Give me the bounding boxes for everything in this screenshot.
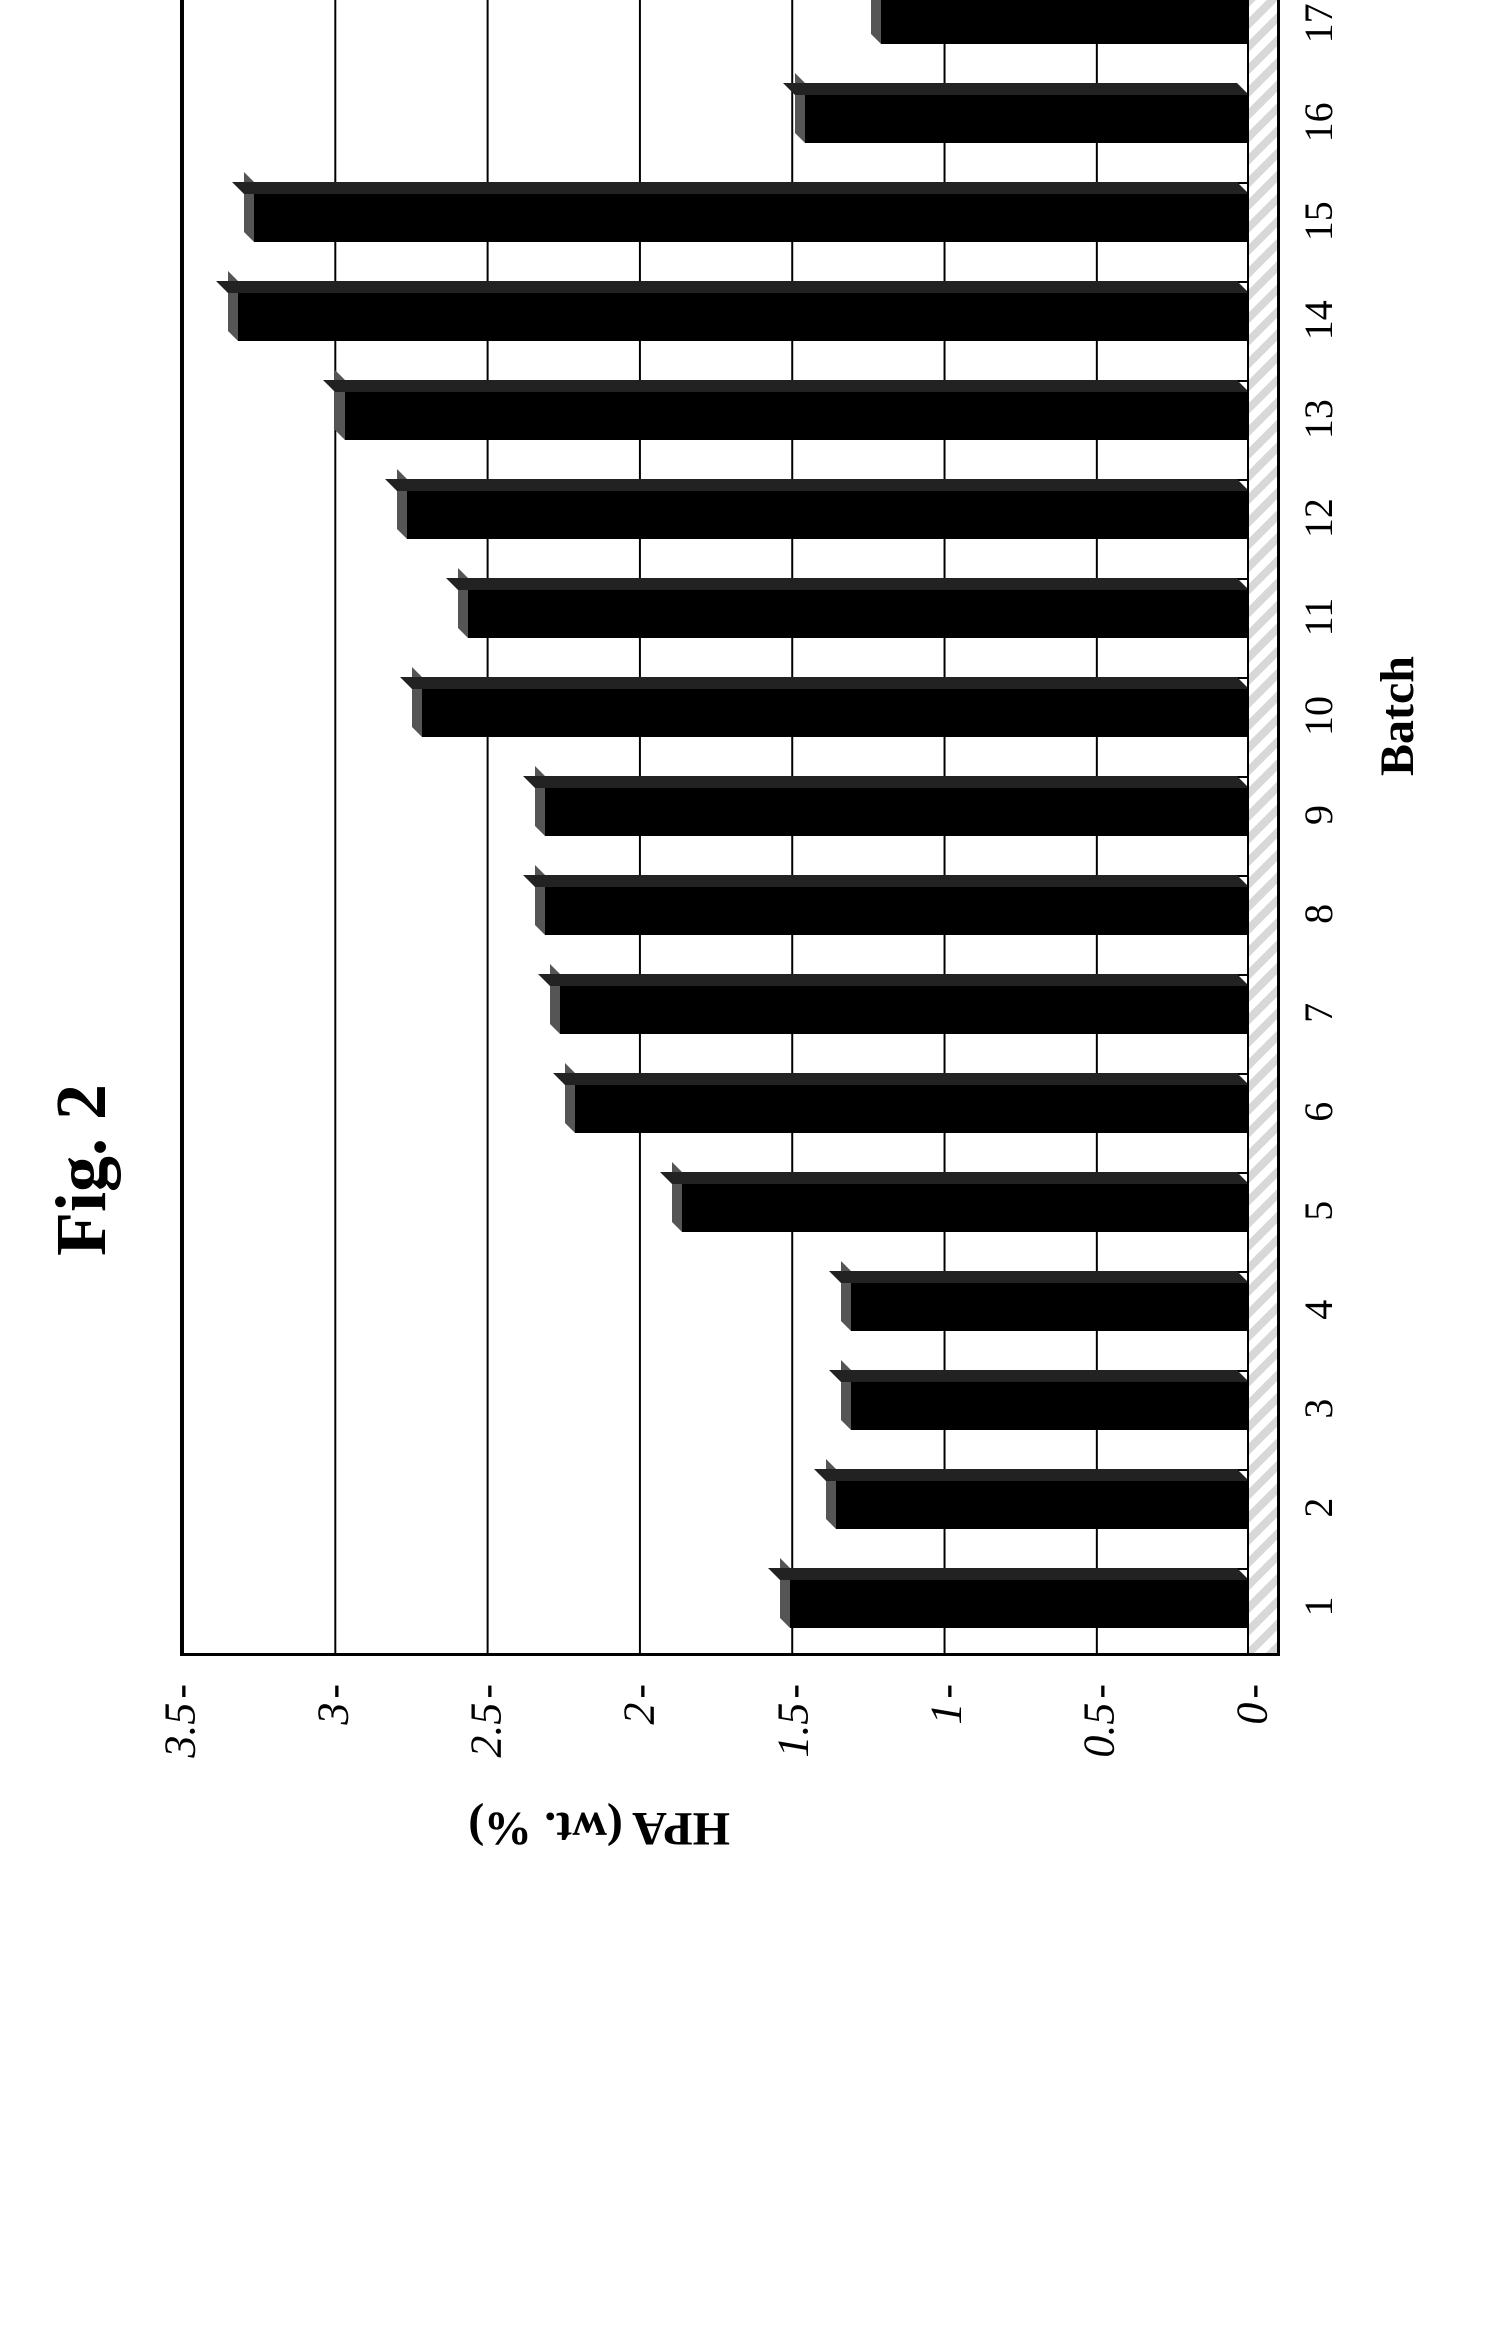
x-tick-label: 12 (1295, 498, 1342, 538)
bar (238, 293, 1249, 341)
x-tick-label: 6 (1295, 1101, 1342, 1121)
x-tick-label: 17 (1295, 3, 1342, 43)
x-tick-label: 10 (1295, 696, 1342, 736)
y-tick-label: 0- (1227, 1684, 1278, 1794)
x-tick-label: 13 (1295, 399, 1342, 439)
x-tick-label: 11 (1295, 597, 1342, 636)
y-tick-label: 3- (308, 1684, 359, 1794)
bar (345, 392, 1249, 440)
y-axis-ticks: 0-0.5-1-1.5-2-2.5-3-3.5- (180, 1676, 1280, 1796)
bar (254, 194, 1249, 242)
y-tick-label: 0.5- (1073, 1684, 1124, 1794)
bar (851, 1381, 1249, 1429)
bar (545, 886, 1249, 934)
plot-area (180, 0, 1280, 1656)
x-tick-label: 14 (1295, 300, 1342, 340)
bar (682, 1183, 1249, 1231)
x-tick-label: 16 (1295, 102, 1342, 142)
y-tick-label: 3.5- (155, 1684, 206, 1794)
y-tick-label: 1.5- (767, 1684, 818, 1794)
bar (836, 1480, 1249, 1528)
y-tick-label: 2- (614, 1684, 665, 1794)
x-tick-label: 15 (1295, 201, 1342, 241)
y-tick-label: 1- (920, 1684, 971, 1794)
bar (805, 95, 1249, 143)
rotated-chart-wrapper: Fig. 2 HPA (wt. %) 0- 0.5- 1- 1.5- 2- 2.5- 3- 3… (0, 424, 1492, 1916)
bar (881, 0, 1249, 44)
bar (560, 985, 1249, 1033)
bar (790, 1579, 1249, 1627)
y-tick-label: 2.5- (461, 1684, 512, 1794)
x-tick-label: 1 (1295, 1596, 1342, 1616)
floor-3d (1247, 0, 1277, 1653)
x-tick-label: 3 (1295, 1398, 1342, 1418)
bar (545, 787, 1249, 835)
x-tick-label: 9 (1295, 804, 1342, 824)
bar (407, 491, 1249, 539)
page: Fig. 2 HPA (wt. %) 0- 0.5- 1- 1.5- 2- 2.5- 3- 3… (0, 0, 1492, 2339)
y-axis-title: HPA (wt. %) (468, 1801, 730, 1856)
bars-layer (183, 0, 1277, 1653)
x-axis-ticks: 12345678910111213141516171819 (1295, 0, 1355, 1656)
bar (422, 689, 1249, 737)
x-tick-label: 7 (1295, 1002, 1342, 1022)
bar (468, 590, 1249, 638)
x-tick-label: 4 (1295, 1299, 1342, 1319)
x-tick-label: 8 (1295, 903, 1342, 923)
bar (575, 1084, 1249, 1132)
bar (851, 1282, 1249, 1330)
x-tick-label: 2 (1295, 1497, 1342, 1517)
figure-title: Fig. 2 (40, 424, 123, 1916)
x-tick-label: 5 (1295, 1200, 1342, 1220)
x-axis-title: Batch (1370, 0, 1425, 1656)
